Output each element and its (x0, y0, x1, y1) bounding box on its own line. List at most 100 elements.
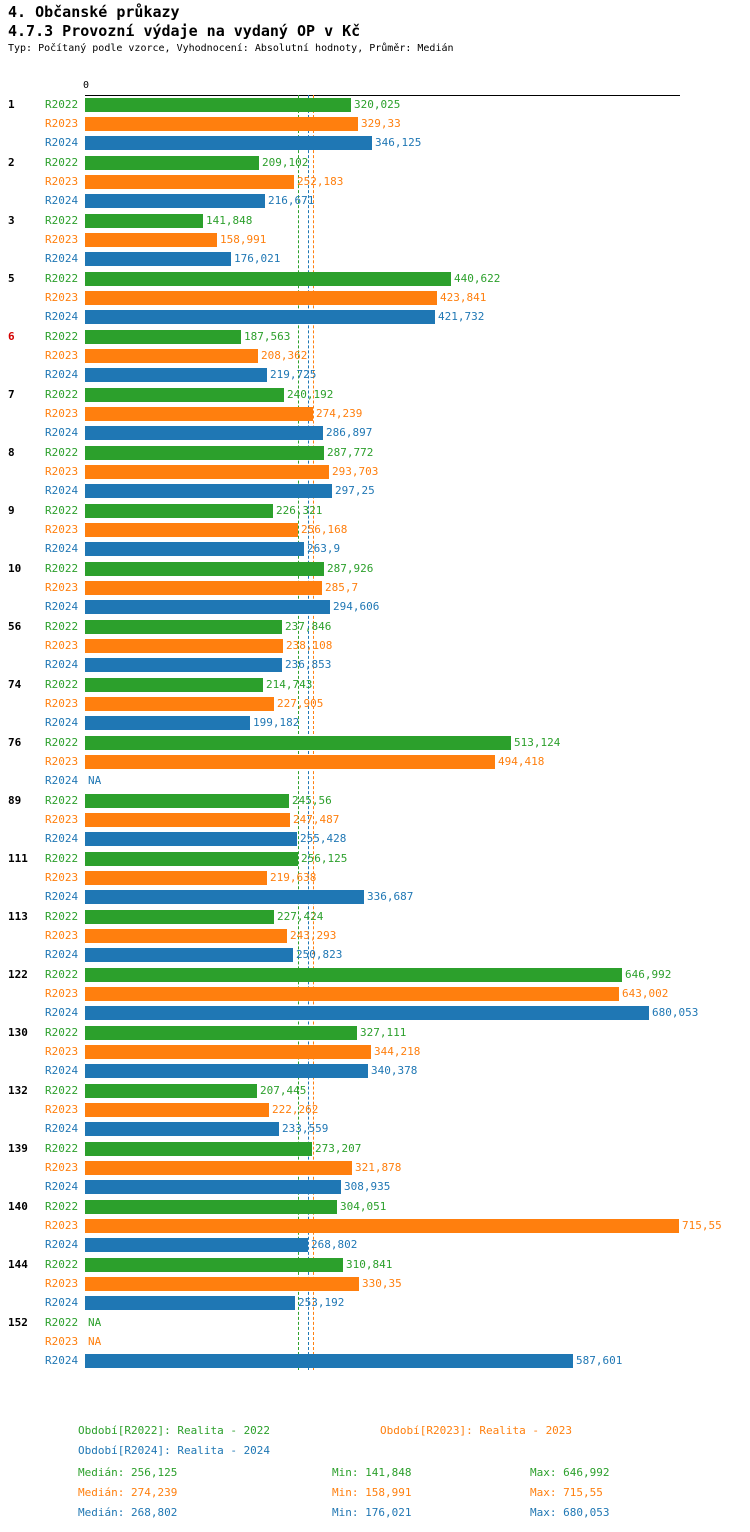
bar-r2023 (85, 406, 313, 421)
value-label: 285,7 (325, 581, 359, 594)
series-label: R2023 (45, 639, 79, 652)
bar-r2023 (85, 464, 329, 479)
value-label: 238,108 (286, 639, 333, 652)
value-label: 330,35 (362, 1277, 402, 1290)
group-id-label: 89 (8, 794, 22, 807)
chart-group-5: 5 R2022 440,622 R2023 423,841 R2024 421,732 (0, 269, 750, 326)
bar-r2024 (85, 367, 267, 382)
series-label: R2022 (45, 1258, 79, 1271)
bar-row: R2023 222,262 (0, 1100, 750, 1119)
series-label: R2022 (45, 1026, 79, 1039)
value-label: 320,025 (354, 98, 401, 111)
value-label: 252,183 (297, 175, 344, 188)
bar-row: R2023 NA (0, 1332, 750, 1351)
value-label: 646,992 (625, 968, 672, 981)
value-label: 287,772 (327, 446, 374, 459)
value-label: 329,33 (361, 117, 401, 130)
bar-row: 74 R2022 214,743 (0, 675, 750, 694)
bar-row: R2023 274,239 (0, 404, 750, 423)
bar-row: 140 R2022 304,051 (0, 1197, 750, 1216)
stat-max-r2024: Max: 680,053 (530, 1506, 610, 1519)
bar-row: 10 R2022 287,926 (0, 559, 750, 578)
bar-r2023 (85, 1102, 269, 1117)
bar-row: 89 R2022 245,56 (0, 791, 750, 810)
bar-row: 7 R2022 240,192 (0, 385, 750, 404)
series-label: R2024 (45, 1064, 79, 1077)
series-label: R2022 (45, 968, 79, 981)
bar-r2024 (85, 309, 435, 324)
bar-row: 1 R2022 320,025 (0, 95, 750, 114)
bar-row: 152 R2022 NA (0, 1313, 750, 1332)
bar-row: 5 R2022 440,622 (0, 269, 750, 288)
series-label: R2022 (45, 736, 79, 749)
value-label: 287,926 (327, 562, 374, 575)
bar-r2024 (85, 1353, 573, 1368)
series-label: R2024 (45, 484, 79, 497)
bar-row: R2024 336,687 (0, 887, 750, 906)
series-label: R2024 (45, 716, 79, 729)
chart-group-152: 152 R2022 NA R2023 NA R2024 587,601 (0, 1313, 750, 1370)
bar-row: R2023 321,878 (0, 1158, 750, 1177)
bar-row: R2024 268,802 (0, 1235, 750, 1254)
bar-r2023 (85, 870, 267, 885)
bar-r2024 (85, 1063, 368, 1078)
bar-r2023 (85, 290, 437, 305)
bar-row: 9 R2022 226,321 (0, 501, 750, 520)
stat-min-r2023: Min: 158,991 (332, 1486, 412, 1499)
bar-r2022 (85, 213, 203, 228)
bar-r2022 (85, 1083, 257, 1098)
group-id-label: 10 (8, 562, 22, 575)
value-label: 199,182 (253, 716, 300, 729)
legend-r2022: Období[R2022]: Realita - 2022 (78, 1424, 271, 1437)
series-label: R2023 (45, 1045, 79, 1058)
series-label: R2023 (45, 1277, 79, 1290)
chart-group-111: 111 R2022 256,125 R2023 219,638 R2024 336,687 (0, 849, 750, 906)
bar-row: R2023 208,362 (0, 346, 750, 365)
value-label: 680,053 (652, 1006, 699, 1019)
value-label: 233,559 (282, 1122, 329, 1135)
value-label: 176,021 (234, 252, 281, 265)
value-label: 423,841 (440, 291, 487, 304)
bar-r2022 (85, 1257, 343, 1272)
value-label: 327,111 (360, 1026, 407, 1039)
bar-row: R2023 423,841 (0, 288, 750, 307)
series-label: R2023 (45, 233, 79, 246)
bar-row: R2024 233,559 (0, 1119, 750, 1138)
bar-row: 139 R2022 273,207 (0, 1139, 750, 1158)
series-label: R2024 (45, 948, 79, 961)
bar-row: 132 R2022 207,445 (0, 1081, 750, 1100)
series-label: R2024 (45, 600, 79, 613)
bar-r2022 (85, 445, 324, 460)
bar-r2024 (85, 425, 323, 440)
series-label: R2023 (45, 523, 79, 536)
bar-row: R2024 176,021 (0, 249, 750, 268)
series-label: R2023 (45, 1161, 79, 1174)
bar-r2024 (85, 193, 265, 208)
median-line-r2024 (308, 95, 309, 1370)
group-id-label: 8 (8, 446, 15, 459)
bar-r2022 (85, 1025, 357, 1040)
group-id-label: 56 (8, 620, 22, 633)
value-label: 715,55 (682, 1219, 722, 1232)
series-label: R2022 (45, 272, 79, 285)
chart-group-56: 56 R2022 237,846 R2023 238,108 R2024 236,853 (0, 617, 750, 674)
bar-r2022 (85, 329, 241, 344)
series-label: R2022 (45, 214, 79, 227)
stat-median-r2024: Medián: 268,802 (78, 1506, 178, 1519)
bar-row: R2024 680,053 (0, 1003, 750, 1022)
bar-r2024 (85, 541, 304, 556)
value-label: NA (88, 1316, 102, 1329)
series-label: R2022 (45, 1142, 79, 1155)
value-label: 243,293 (290, 929, 337, 942)
bar-r2024 (85, 1179, 341, 1194)
bar-r2024 (85, 1121, 279, 1136)
value-label: 227,424 (277, 910, 324, 923)
chart-meta: Typ: Počítaný podle vzorce, Vyhodnocení:… (8, 43, 454, 54)
bar-row: R2024 236,853 (0, 655, 750, 674)
chart-group-144: 144 R2022 310,841 R2023 330,35 R2024 253,192 (0, 1255, 750, 1312)
bar-row: 3 R2022 141,848 (0, 211, 750, 230)
bar-row: R2023 715,55 (0, 1216, 750, 1235)
bar-r2023 (85, 1160, 352, 1175)
bar-row: R2024 250,823 (0, 945, 750, 964)
bar-row: R2024 253,192 (0, 1293, 750, 1312)
